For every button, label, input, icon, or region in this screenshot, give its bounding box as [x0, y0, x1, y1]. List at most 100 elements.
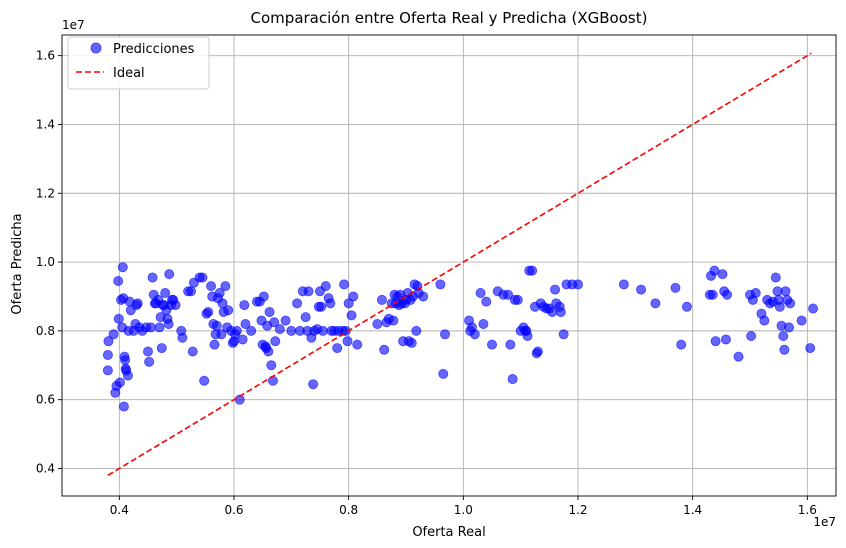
data-point	[779, 344, 790, 355]
data-point	[411, 325, 422, 336]
data-point	[274, 324, 285, 335]
data-point	[778, 331, 789, 342]
data-point	[114, 377, 125, 388]
x-tick-label: 0.8	[339, 503, 358, 517]
data-point	[237, 334, 248, 345]
data-point	[163, 318, 174, 329]
data-point	[264, 306, 275, 317]
data-point	[507, 374, 518, 385]
grid-lines	[62, 35, 836, 496]
data-point	[435, 279, 446, 290]
data-point	[438, 368, 449, 379]
data-point	[203, 306, 214, 317]
data-point	[113, 313, 124, 324]
data-point	[527, 265, 538, 276]
data-point	[379, 344, 390, 355]
data-point	[558, 329, 569, 340]
data-point	[720, 334, 731, 345]
data-point	[418, 291, 429, 302]
data-point	[555, 306, 566, 317]
data-point	[170, 300, 181, 311]
data-point	[796, 315, 807, 326]
data-point	[117, 262, 128, 273]
data-point	[722, 289, 733, 300]
data-point	[750, 288, 761, 299]
data-point	[780, 286, 791, 297]
data-point	[733, 351, 744, 362]
data-point	[108, 329, 119, 340]
data-point	[785, 298, 796, 309]
chart-title: Comparación entre Oferta Real y Predicha…	[251, 9, 648, 27]
x-tick-label: 1.6	[798, 503, 817, 517]
legend-label-ideal: Ideal	[113, 66, 145, 81]
data-point	[145, 322, 156, 333]
data-point	[343, 298, 354, 309]
data-point	[209, 339, 220, 350]
legend-label-predicciones: Predicciones	[113, 42, 195, 57]
data-point	[266, 360, 277, 371]
data-point	[292, 298, 303, 309]
y-tick-label: 1.0	[36, 255, 55, 269]
data-point	[550, 284, 561, 295]
data-point	[770, 272, 781, 283]
data-point	[286, 325, 297, 336]
x-axis-ticks: 0.4 0.6 0.8 1.0 1.2 1.4 1.6	[110, 496, 817, 517]
data-point	[269, 317, 280, 328]
y-tick-label: 1.4	[36, 117, 55, 131]
data-point	[300, 312, 311, 323]
data-point	[122, 370, 133, 381]
x-tick-label: 1.0	[454, 503, 473, 517]
y-tick-label: 0.8	[36, 324, 55, 338]
data-point	[102, 349, 113, 360]
data-point	[650, 298, 661, 309]
data-point	[120, 355, 131, 366]
data-point	[710, 336, 721, 347]
data-point	[223, 305, 234, 316]
data-point	[469, 329, 480, 340]
data-point	[707, 289, 718, 300]
data-point	[783, 322, 794, 333]
data-point	[103, 336, 114, 347]
data-point	[239, 300, 250, 311]
data-point	[308, 379, 319, 390]
data-point	[774, 301, 785, 312]
y-axis-ticks: 0.4 0.6 0.8 1.0 1.2 1.4 1.6	[36, 49, 62, 475]
data-point	[206, 281, 217, 292]
data-point	[164, 269, 175, 280]
data-point	[332, 343, 343, 354]
data-point	[240, 318, 251, 329]
x-axis-offset-label: 1e7	[813, 515, 836, 529]
data-point	[320, 281, 331, 292]
data-point	[717, 269, 728, 280]
x-axis-label: Oferta Real	[412, 525, 485, 540]
y-tick-label: 0.4	[36, 461, 55, 475]
ideal-line	[107, 52, 812, 477]
data-point	[475, 288, 486, 299]
data-point	[154, 322, 165, 333]
legend-box	[67, 36, 210, 90]
data-point	[270, 336, 281, 347]
data-point	[618, 279, 629, 290]
data-point	[246, 325, 257, 336]
data-point	[303, 286, 314, 297]
data-point	[346, 310, 357, 321]
data-point	[636, 284, 647, 295]
data-point	[505, 339, 516, 350]
data-point	[144, 356, 155, 367]
data-point	[316, 301, 327, 312]
data-point	[339, 279, 350, 290]
data-point	[220, 281, 231, 292]
y-tick-label: 0.6	[36, 393, 55, 407]
data-point	[280, 315, 291, 326]
data-point	[746, 331, 757, 342]
x-tick-label: 0.4	[110, 503, 129, 517]
data-point	[197, 272, 208, 283]
data-point	[388, 315, 399, 326]
data-point	[185, 286, 196, 297]
data-point	[348, 291, 359, 302]
data-point	[231, 325, 242, 336]
data-point	[670, 282, 681, 293]
data-point	[156, 343, 167, 354]
x-tick-label: 0.6	[224, 503, 243, 517]
